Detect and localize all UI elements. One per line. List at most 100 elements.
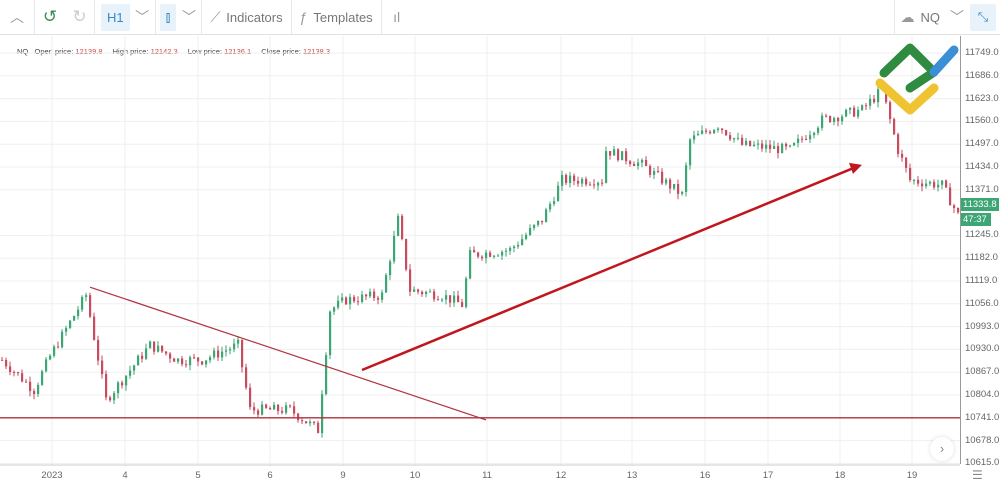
candle-body: [937, 184, 940, 188]
fullscreen-button[interactable]: ⤡: [970, 3, 996, 31]
candle-body: [625, 151, 628, 162]
candle-body: [557, 185, 560, 202]
candle-body: [389, 261, 392, 276]
scroll-right-button[interactable]: ›: [930, 437, 954, 461]
interval-dropdown[interactable]: ﹀: [130, 0, 156, 35]
candle-body: [105, 373, 108, 398]
candle-body: [665, 179, 668, 184]
candle-body: [65, 327, 68, 332]
candle-body: [361, 294, 364, 302]
open-label: Open price:: [34, 47, 74, 56]
trend-line[interactable]: [89, 286, 487, 421]
candle-body: [809, 135, 812, 140]
candle-body: [109, 397, 112, 401]
candle-body: [121, 382, 124, 386]
candle-body: [21, 373, 24, 382]
candle-body: [781, 143, 784, 154]
candle-body: [617, 149, 620, 161]
candle-body: [309, 421, 312, 424]
candle-body: [221, 351, 224, 358]
candle-body: [249, 387, 252, 408]
chevron-down-icon: ﹀: [950, 9, 964, 25]
redo-button[interactable]: ↻: [65, 0, 95, 35]
candle-body: [345, 297, 348, 305]
candle-body: [413, 289, 416, 292]
candle-body: [469, 250, 472, 279]
candle-body: [753, 144, 756, 146]
price-tick-label: 11560.0: [965, 115, 999, 127]
candle-body: [25, 381, 28, 383]
chevron-down-icon: ﹀: [181, 9, 196, 25]
price-tick-label: 11245.0: [965, 229, 999, 241]
candle-body: [401, 215, 404, 240]
candle-body: [745, 140, 748, 145]
candle-body: [429, 291, 432, 293]
candle-body: [845, 109, 848, 117]
price-axis[interactable]: [960, 36, 961, 464]
indicators-button[interactable]: ⟋ Indicators: [202, 0, 292, 35]
candle-body: [829, 116, 832, 123]
candle-body: [585, 179, 588, 185]
candle-body: [917, 179, 920, 184]
candle-body: [165, 351, 168, 354]
candle-body: [425, 291, 428, 295]
candle-body: [929, 181, 932, 184]
candle-body: [661, 171, 664, 184]
candle-body: [329, 311, 332, 356]
candle-body: [813, 132, 816, 136]
time-tick-label: 16: [699, 470, 711, 481]
candle-body: [941, 180, 944, 185]
candle-body: [289, 405, 292, 407]
symbol-selector[interactable]: ☁ NQ ﹀: [893, 0, 971, 35]
candle-body: [305, 421, 308, 424]
candles-icon: ⫾: [165, 8, 171, 26]
bars-button[interactable]: ıl: [382, 0, 412, 35]
chart-type-dropdown[interactable]: ﹀: [176, 0, 203, 35]
chart-type-button[interactable]: ⫾: [159, 3, 177, 31]
candle-body: [265, 404, 268, 408]
candle-body: [949, 187, 952, 206]
candle-body: [901, 153, 904, 158]
time-tick-label: 5: [195, 470, 201, 481]
candle-body: [453, 295, 456, 303]
candle-body: [113, 393, 116, 401]
candle-body: [709, 131, 712, 134]
candle-body: [17, 372, 20, 374]
candle-body: [581, 179, 584, 184]
candle-body: [117, 382, 120, 394]
candle-body: [85, 295, 88, 297]
trend-arrow[interactable]: [361, 166, 855, 372]
candle-body: [257, 410, 260, 415]
candle-body: [789, 145, 792, 147]
price-tick-label: 11686.0: [965, 69, 999, 81]
undo-button[interactable]: ↺: [35, 0, 65, 35]
candle-body: [61, 331, 64, 348]
templates-button[interactable]: ƒ Templates: [292, 0, 382, 35]
candle-body: [497, 255, 500, 257]
candle-body: [861, 105, 864, 110]
low-value: 12136.1: [224, 47, 252, 56]
candle-body: [485, 252, 488, 259]
candle-body: [77, 309, 80, 317]
candle-body: [437, 299, 440, 301]
candle-body: [805, 139, 808, 141]
candle-body: [353, 296, 356, 302]
candle-body: [213, 350, 216, 358]
candle-body: [921, 183, 924, 187]
candle-body: [369, 291, 372, 297]
candle-body: [41, 371, 44, 385]
candle-body: [449, 295, 452, 303]
candle-body: [549, 203, 552, 210]
candle-body: [57, 346, 60, 348]
candle-body: [773, 146, 776, 150]
collapse-button[interactable]: ︿: [0, 0, 35, 35]
interval-button[interactable]: H1: [101, 3, 130, 31]
high-value: 12142.3: [150, 47, 178, 56]
candle-body: [905, 157, 908, 168]
price-chart[interactable]: [0, 36, 960, 466]
time-tick-label: 10: [409, 470, 421, 481]
settings-sliders-icon[interactable]: ☰: [972, 468, 983, 482]
candle-body: [181, 358, 184, 365]
candle-body: [729, 135, 732, 140]
redo-icon: ↻: [72, 7, 87, 26]
